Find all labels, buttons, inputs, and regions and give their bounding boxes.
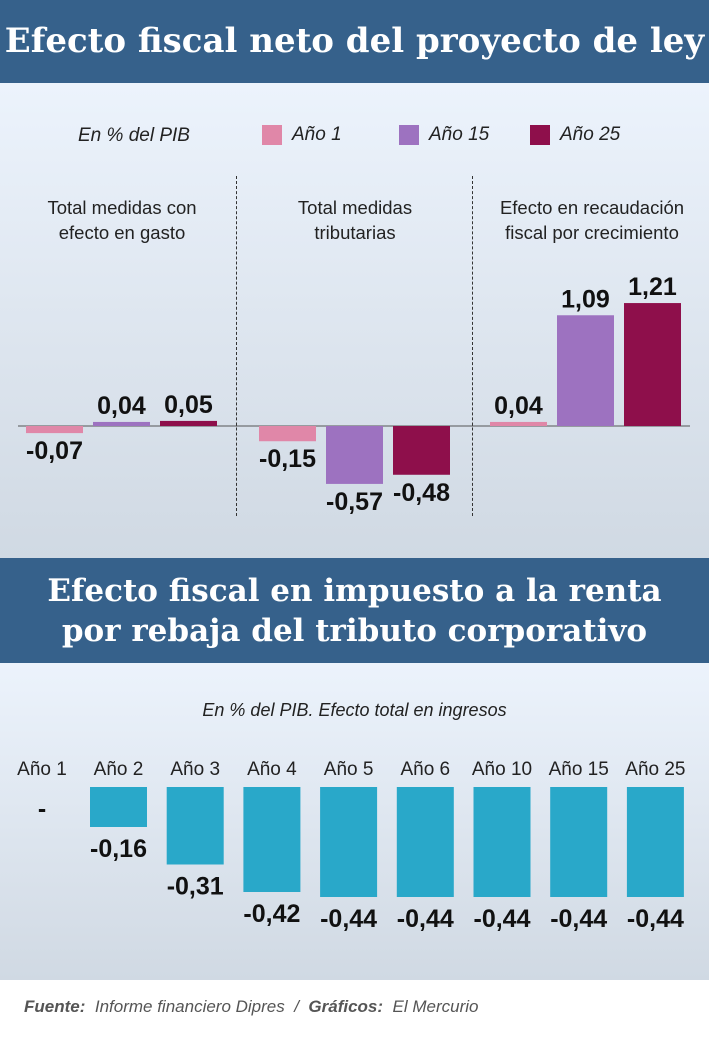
bar bbox=[490, 421, 547, 426]
category-label: Año 15 bbox=[549, 759, 609, 780]
bar bbox=[473, 787, 531, 897]
bar bbox=[550, 787, 608, 897]
legend-swatch bbox=[399, 125, 419, 145]
chart1-subtitle: En % del PIB bbox=[78, 125, 190, 146]
category-label: Año 5 bbox=[324, 759, 374, 780]
chart1-title: Efecto fiscal neto del proyecto de ley bbox=[0, 0, 709, 83]
source-label: Fuente: bbox=[24, 997, 86, 1016]
legend-label: Año 1 bbox=[292, 124, 342, 145]
data-label: -0,31 bbox=[167, 873, 224, 901]
legend-label: Año 15 bbox=[429, 124, 490, 145]
category-label: Año 3 bbox=[170, 759, 220, 780]
bar bbox=[166, 787, 224, 865]
graphics-label: Gráficos: bbox=[308, 997, 384, 1016]
chart2-subtitle: En % del PIB. Efecto total en ingresos bbox=[202, 700, 507, 720]
data-label: -0,15 bbox=[259, 445, 316, 473]
legend-swatch bbox=[262, 125, 282, 145]
legend-swatch bbox=[530, 125, 550, 145]
data-label: 1,09 bbox=[561, 285, 610, 313]
source-text: Informe financiero Dipres bbox=[94, 997, 285, 1016]
data-label: 0,05 bbox=[164, 391, 213, 419]
data-label: -0,44 bbox=[320, 905, 377, 933]
data-label: 0,04 bbox=[97, 392, 146, 420]
footer-separator: / bbox=[294, 997, 299, 1016]
data-label: -0,07 bbox=[26, 437, 83, 465]
bar bbox=[243, 787, 301, 892]
bar bbox=[626, 787, 684, 897]
category-label: Total medidas bbox=[297, 197, 413, 218]
data-label: -0,44 bbox=[627, 905, 684, 933]
category-label: fiscal por crecimiento bbox=[505, 222, 679, 243]
data-label: -0,57 bbox=[326, 488, 383, 516]
bar bbox=[259, 426, 316, 442]
bar bbox=[160, 420, 217, 426]
data-label: -0,44 bbox=[397, 905, 454, 933]
category-label: Total medidas con bbox=[47, 197, 197, 218]
bar bbox=[326, 426, 383, 484]
chart2-title-line1: Efecto fiscal en impuesto a la renta bbox=[47, 573, 662, 609]
chart2-title-line2: por rebaja del tributo corporativo bbox=[61, 613, 648, 649]
category-label: Efecto en recaudación bbox=[499, 197, 685, 218]
data-label: -0,44 bbox=[474, 905, 531, 933]
bar bbox=[320, 787, 378, 897]
category-label: Año 6 bbox=[400, 759, 450, 780]
category-label: efecto en gasto bbox=[58, 222, 186, 243]
graphics-text: El Mercurio bbox=[392, 997, 479, 1016]
data-label: -0,44 bbox=[550, 905, 607, 933]
data-label: -0,48 bbox=[393, 479, 450, 507]
data-label: 0,04 bbox=[494, 392, 543, 420]
data-label: - bbox=[38, 795, 46, 823]
bar bbox=[90, 787, 147, 827]
chart2-title: Efecto fiscal en impuesto a la renta por … bbox=[0, 558, 709, 663]
legend-label: Año 25 bbox=[560, 124, 621, 145]
category-label: Año 10 bbox=[472, 759, 532, 780]
divider bbox=[472, 176, 473, 516]
data-label: -0,16 bbox=[90, 835, 147, 863]
bar bbox=[557, 315, 614, 426]
bar bbox=[93, 421, 150, 426]
bar bbox=[393, 426, 450, 475]
data-label: 1,21 bbox=[628, 273, 677, 301]
category-label: tributarias bbox=[314, 222, 396, 243]
bar bbox=[26, 426, 83, 434]
divider bbox=[236, 176, 237, 516]
category-label: Año 2 bbox=[94, 759, 144, 780]
category-label: Año 25 bbox=[625, 759, 685, 780]
data-label: -0,42 bbox=[243, 900, 300, 928]
bar bbox=[624, 303, 681, 426]
category-label: Año 4 bbox=[247, 759, 297, 780]
category-label: Año 1 bbox=[17, 759, 67, 780]
footer: Fuente: Informe financiero Dipres / Gráf… bbox=[24, 997, 478, 1017]
bar bbox=[396, 787, 454, 897]
